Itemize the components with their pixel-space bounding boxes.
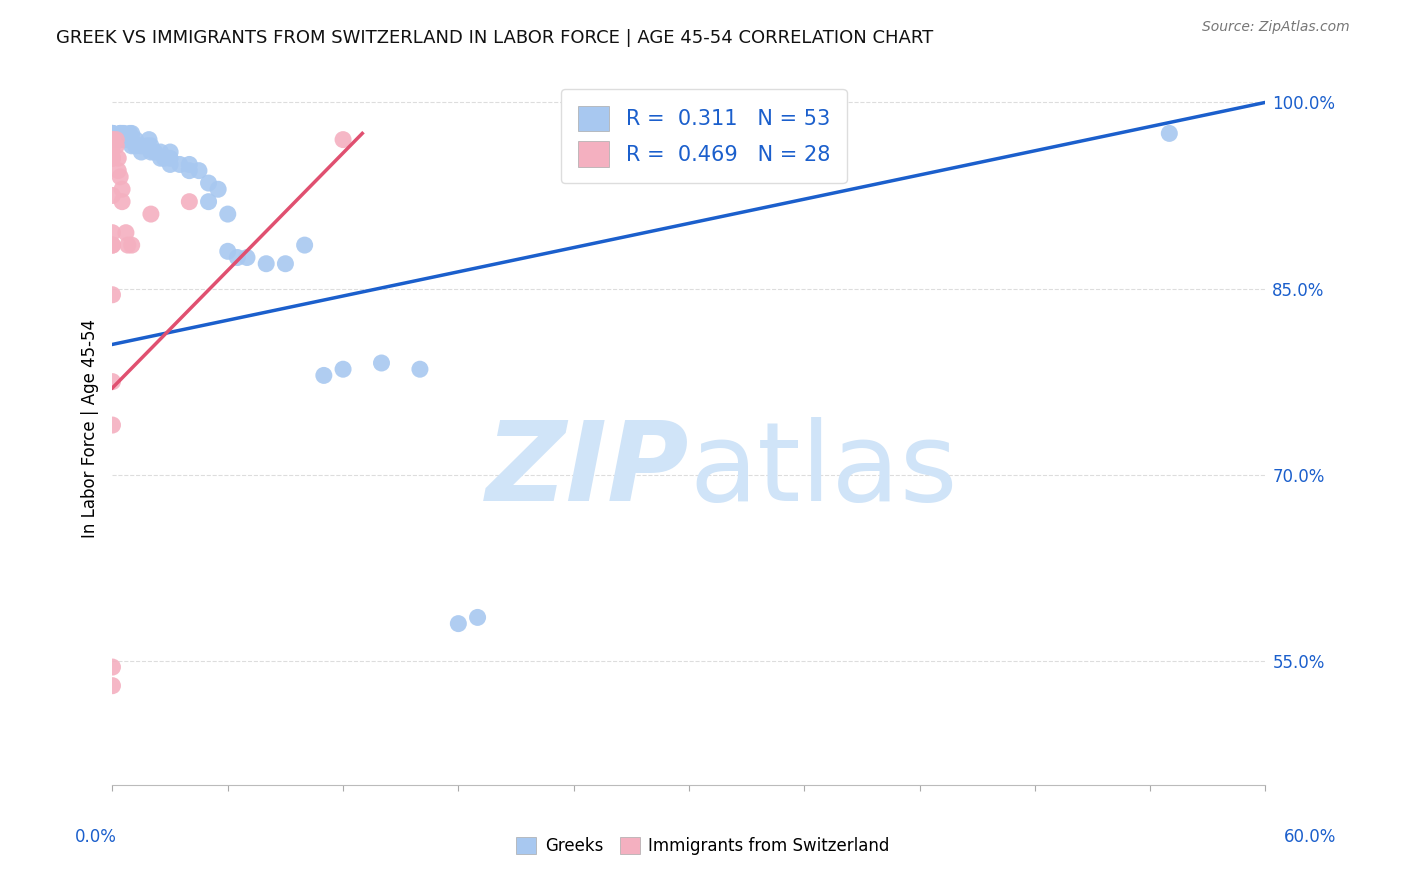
Point: [108, 169, 131, 184]
Point: [153, 151, 176, 165]
Legend: R =  0.311   N = 53, R =  0.469   N = 28: R = 0.311 N = 53, R = 0.469 N = 28: [561, 89, 846, 184]
Point: [101, 238, 124, 252]
Point: [159, 145, 181, 159]
Point: [136, 138, 159, 153]
Point: [101, 418, 124, 433]
Point: [447, 616, 470, 631]
Text: 0.0%: 0.0%: [75, 828, 117, 846]
Point: [124, 138, 146, 153]
Point: [101, 151, 124, 165]
Point: [111, 127, 134, 141]
Point: [118, 127, 141, 141]
Point: [312, 368, 335, 383]
Point: [101, 133, 124, 147]
Point: [217, 207, 239, 221]
Point: [115, 226, 138, 240]
Point: [115, 133, 138, 147]
Point: [121, 133, 143, 147]
Point: [101, 133, 124, 147]
Point: [169, 157, 191, 171]
Point: [101, 287, 124, 301]
Point: [101, 127, 124, 141]
Point: [101, 133, 124, 147]
Point: [179, 163, 201, 178]
Point: [226, 251, 249, 265]
Point: [101, 133, 124, 147]
Point: [207, 182, 229, 196]
Y-axis label: In Labor Force | Age 45-54: In Labor Force | Age 45-54: [80, 318, 98, 538]
Point: [139, 207, 162, 221]
Point: [197, 176, 219, 190]
Point: [111, 182, 134, 196]
Point: [197, 194, 219, 209]
Point: [129, 138, 153, 153]
Point: [217, 244, 239, 259]
Point: [124, 133, 146, 147]
Point: [111, 133, 134, 147]
Point: [409, 362, 432, 376]
Point: [101, 127, 124, 141]
Text: ZIP: ZIP: [485, 417, 689, 524]
Point: [105, 138, 128, 153]
Point: [332, 133, 354, 147]
Point: [101, 375, 124, 389]
Point: [112, 127, 135, 141]
Point: [101, 660, 124, 674]
Text: GREEK VS IMMIGRANTS FROM SWITZERLAND IN LABOR FORCE | AGE 45-54 CORRELATION CHAR: GREEK VS IMMIGRANTS FROM SWITZERLAND IN …: [56, 29, 934, 46]
Point: [107, 163, 129, 178]
Point: [129, 145, 153, 159]
Legend: Greeks, Immigrants from Switzerland: Greeks, Immigrants from Switzerland: [510, 830, 896, 862]
Point: [101, 127, 124, 141]
Point: [179, 157, 201, 171]
Point: [149, 151, 172, 165]
Point: [101, 138, 124, 153]
Point: [139, 145, 162, 159]
Point: [332, 362, 354, 376]
Text: Source: ZipAtlas.com: Source: ZipAtlas.com: [1202, 20, 1350, 34]
Point: [101, 138, 124, 153]
Point: [117, 133, 139, 147]
Point: [188, 163, 211, 178]
Point: [274, 257, 297, 271]
Point: [105, 133, 128, 147]
Point: [294, 238, 316, 252]
Point: [107, 151, 129, 165]
Point: [101, 238, 124, 252]
Point: [467, 610, 489, 624]
Point: [139, 138, 162, 153]
Point: [117, 238, 139, 252]
Point: [108, 127, 131, 141]
Point: [370, 356, 392, 370]
Point: [159, 151, 181, 165]
Point: [143, 145, 166, 159]
Point: [101, 188, 124, 202]
Point: [101, 226, 124, 240]
Point: [149, 145, 172, 159]
Point: [179, 194, 201, 209]
Text: 60.0%: 60.0%: [1284, 828, 1337, 846]
Text: atlas: atlas: [689, 417, 957, 524]
Point: [108, 133, 131, 147]
Point: [138, 133, 160, 147]
Point: [236, 251, 259, 265]
Point: [101, 679, 124, 693]
Point: [121, 238, 143, 252]
Point: [1159, 127, 1181, 141]
Point: [108, 127, 131, 141]
Point: [159, 157, 181, 171]
Point: [101, 151, 124, 165]
Point: [111, 194, 134, 209]
Point: [254, 257, 277, 271]
Point: [121, 127, 143, 141]
Point: [121, 138, 143, 153]
